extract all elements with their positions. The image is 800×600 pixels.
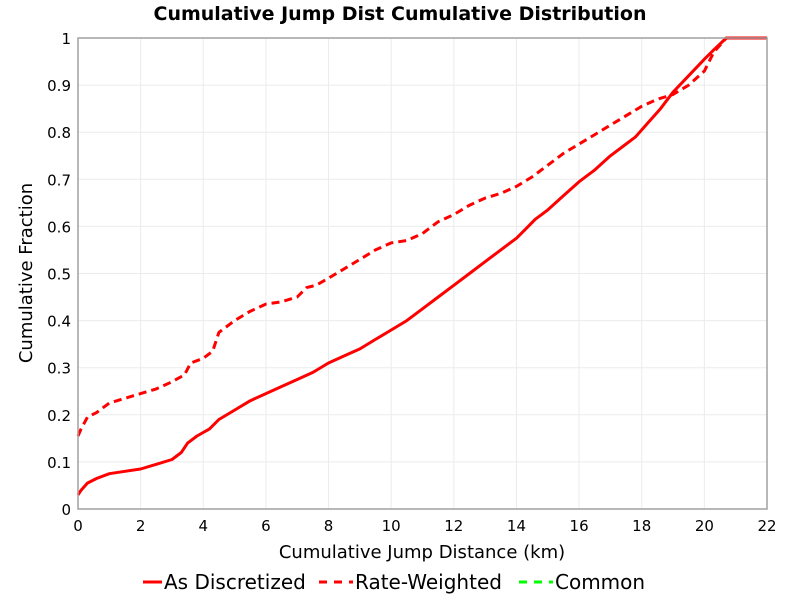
y-tick-label: 0.1	[47, 454, 71, 472]
legend-label: Common	[555, 570, 645, 594]
x-tick-label: 20	[695, 517, 714, 535]
chart-title: Cumulative Jump Dist Cumulative Distribu…	[154, 3, 647, 25]
x-tick-label: 12	[444, 517, 463, 535]
y-tick-label: 0.5	[47, 266, 71, 284]
x-tick-label: 16	[570, 517, 589, 535]
series-lines	[76, 36, 767, 496]
y-tick-labels: 0 0.1 0.2 0.3 0.4 0.5 0.6 0.7 0.8 0.9 1	[47, 30, 71, 519]
x-tick-label: 14	[507, 517, 526, 535]
series-line-rate-weighted	[76, 36, 767, 437]
legend: As Discretized Rate-Weighted Common	[143, 570, 645, 594]
x-tick-labels: 0 2 4 6 8 10 12 14 16 18 20 22	[73, 517, 776, 535]
y-tick-label: 0.9	[47, 77, 71, 95]
y-tick-label: 1	[61, 30, 71, 48]
y-axis-label: Cumulative Fraction	[16, 183, 37, 363]
y-tick-label: 0.4	[47, 313, 71, 331]
legend-label: Rate-Weighted	[355, 570, 502, 594]
x-tick-label: 0	[73, 517, 83, 535]
x-tick-label: 2	[136, 517, 146, 535]
grid-lines	[77, 37, 768, 510]
x-tick-label: 10	[382, 517, 401, 535]
x-axis-label: Cumulative Jump Distance (km)	[279, 542, 565, 563]
x-tick-label: 8	[324, 517, 334, 535]
y-tick-label: 0.2	[47, 407, 71, 425]
plot-area-frame	[77, 37, 768, 510]
legend-label: As Discretized	[164, 570, 306, 594]
y-tick-label: 0.8	[47, 124, 71, 142]
x-tick-label: 18	[632, 517, 651, 535]
x-tick-label: 22	[757, 517, 776, 535]
series-line-as-discretized	[76, 36, 767, 496]
y-tick-label: 0	[61, 501, 71, 519]
x-tick-label: 6	[261, 517, 271, 535]
y-tick-label: 0.7	[47, 171, 71, 189]
y-tick-label: 0.6	[47, 218, 71, 236]
y-tick-label: 0.3	[47, 360, 71, 378]
x-tick-label: 4	[198, 517, 208, 535]
